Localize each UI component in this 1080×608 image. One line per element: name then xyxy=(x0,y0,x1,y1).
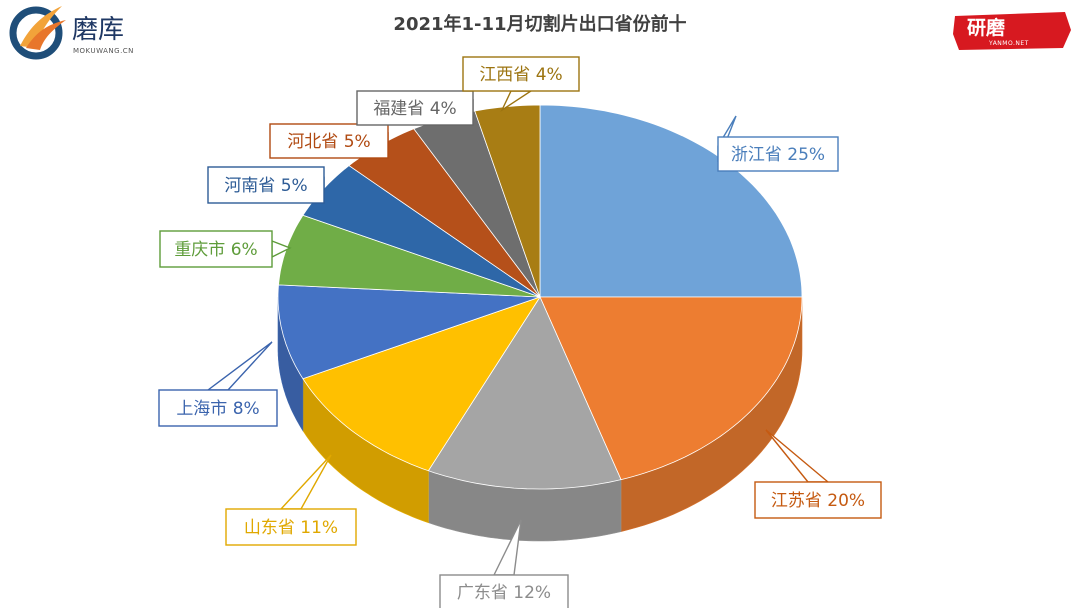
callout-box-1 xyxy=(717,136,839,172)
data-label-1: 浙江省 25% xyxy=(731,145,825,165)
callout-box-7 xyxy=(207,166,325,204)
callout-box-8 xyxy=(269,123,389,159)
callout-box-10 xyxy=(462,56,580,92)
callout-9: 福建省 4% xyxy=(356,90,474,126)
brand-right-domain: YANMO.NET xyxy=(988,40,1029,47)
pie-slices xyxy=(277,104,803,490)
pie-slice-3 xyxy=(427,296,622,490)
data-label-4: 山东省 11% xyxy=(244,518,338,538)
brand-left-name: 磨库 xyxy=(72,15,124,45)
callout-4: 山东省 11% xyxy=(225,454,357,546)
data-label-5: 上海市 8% xyxy=(176,399,259,419)
callout-box-2 xyxy=(754,481,882,519)
callout-box-4 xyxy=(225,508,357,546)
data-label-10: 江西省 4% xyxy=(479,65,562,85)
callout-3: 广东省 12% xyxy=(439,519,569,608)
brand-right-name: 研磨 xyxy=(967,16,1005,39)
brush-stroke-icon xyxy=(953,12,1071,50)
mokuwang-logo: 磨库 MOKUWANG.CN xyxy=(9,6,134,60)
callout-1: 浙江省 25% xyxy=(717,115,839,172)
callout-box-9 xyxy=(356,90,474,126)
pie-slice-1 xyxy=(539,104,803,298)
pie-callouts: 浙江省 25% 江苏省 20% 广东省 12% 山东省 11% 上海市 8% 重庆市 6%… xyxy=(158,56,882,608)
chart-title: 2021年1-11月切割片出口省份前十 xyxy=(393,14,687,35)
pie-slice-4 xyxy=(302,296,541,472)
yanmo-logo: 研磨 YANMO.NET xyxy=(953,12,1071,50)
callout-pointer-4 xyxy=(279,454,332,510)
callout-5: 上海市 8% xyxy=(158,341,278,427)
data-label-8: 河北省 5% xyxy=(287,132,370,152)
pie-slice-5 xyxy=(277,284,541,380)
brand-left-domain: MOKUWANG.CN xyxy=(73,47,134,55)
callout-8: 河北省 5% xyxy=(269,123,389,159)
callout-box-3 xyxy=(439,574,569,608)
callout-pointer-2 xyxy=(765,429,830,483)
data-label-6: 重庆市 6% xyxy=(174,240,257,260)
callout-box-6 xyxy=(159,230,273,268)
callout-6: 重庆市 6% xyxy=(159,230,292,268)
callout-10: 江西省 4% xyxy=(462,56,580,112)
data-label-7: 河南省 5% xyxy=(224,176,307,196)
data-label-2: 江苏省 20% xyxy=(771,491,865,511)
callout-7: 河南省 5% xyxy=(207,166,325,204)
pie-slice-2 xyxy=(539,296,803,481)
swirl-logo-icon xyxy=(9,6,66,60)
callout-pointer-5 xyxy=(205,341,273,391)
data-label-3: 广东省 12% xyxy=(457,583,551,603)
callout-2: 江苏省 20% xyxy=(754,429,882,519)
callout-box-5 xyxy=(158,389,278,427)
data-label-9: 福建省 4% xyxy=(373,99,456,119)
